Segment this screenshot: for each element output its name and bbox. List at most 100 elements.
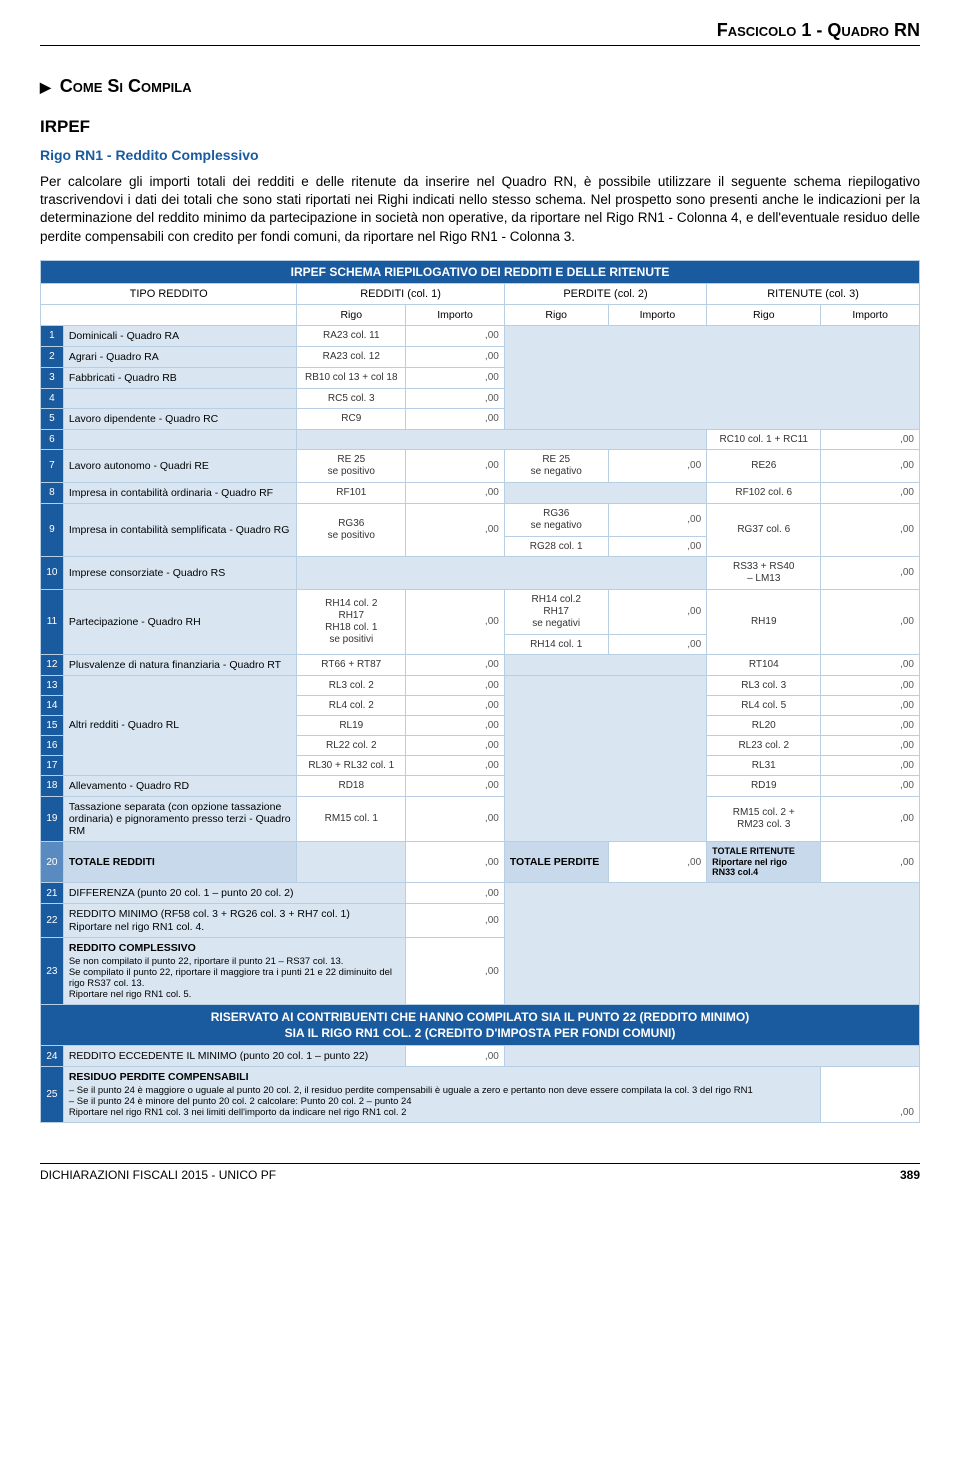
rigo-cell: RM15 col. 2 + RM23 col. 3 bbox=[707, 796, 821, 841]
row-label bbox=[63, 388, 296, 408]
table-row: 25 RESIDUO PERDITE COMPENSABILI – Se il … bbox=[41, 1067, 920, 1123]
rigo-cell: RD19 bbox=[707, 775, 821, 796]
row-label: Lavoro dipendente - Quadro RC bbox=[63, 408, 296, 429]
row-num: 3 bbox=[41, 367, 64, 388]
amount-cell: ,00 bbox=[406, 675, 505, 695]
rigo-cell: RG36 se negativo bbox=[504, 503, 608, 536]
rigo-cell: RG36 se positivo bbox=[297, 503, 406, 556]
rigo-cell: RD18 bbox=[297, 775, 406, 796]
table-row: 9 Impresa in contabilità semplificata - … bbox=[41, 503, 920, 536]
empty-cell bbox=[504, 1046, 919, 1067]
amount-cell: ,00 bbox=[821, 715, 920, 735]
rigo-cell: RC5 col. 3 bbox=[297, 388, 406, 408]
row-label: Partecipazione - Quadro RH bbox=[63, 589, 296, 654]
row-label: REDDITO MINIMO (RF58 col. 3 + RG26 col. … bbox=[63, 904, 405, 938]
row-label bbox=[63, 429, 296, 449]
table-row: 12 Plusvalenze di natura finanziaria - Q… bbox=[41, 654, 920, 675]
row-label: Lavoro autonomo - Quadri RE bbox=[63, 449, 296, 482]
amount-cell: ,00 bbox=[406, 408, 505, 429]
table-row: 24 REDDITO ECCEDENTE IL MINIMO (punto 20… bbox=[41, 1046, 920, 1067]
r25-title: RESIDUO PERDITE COMPENSABILI bbox=[69, 1071, 249, 1083]
row-num: 22 bbox=[41, 904, 64, 938]
row-num: 9 bbox=[41, 503, 64, 556]
hdr-perdite: PERDITE (col. 2) bbox=[504, 283, 706, 304]
total-ritenute-label: TOTALE RITENUTE Riportare nel rigo RN33 … bbox=[707, 841, 821, 882]
row-num: 5 bbox=[41, 408, 64, 429]
rigo-cell: RT104 bbox=[707, 654, 821, 675]
amount-cell: ,00 bbox=[406, 503, 505, 556]
amount-cell: ,00 bbox=[821, 429, 920, 449]
r23-title: REDDITO COMPLESSIVO bbox=[69, 942, 196, 954]
page-header: Fascicolo 1 - Quadro RN bbox=[40, 20, 920, 46]
rigo-cell: RB10 col 13 + col 18 bbox=[297, 367, 406, 388]
empty-block bbox=[504, 325, 919, 429]
amount-cell: ,00 bbox=[608, 536, 707, 556]
rigo-cell: RL22 col. 2 bbox=[297, 735, 406, 755]
row-num: 4 bbox=[41, 388, 64, 408]
rigo-cell: RM15 col. 1 bbox=[297, 796, 406, 841]
row-label: Impresa in contabilità semplificata - Qu… bbox=[63, 503, 296, 556]
row-num: 21 bbox=[41, 883, 64, 904]
row-num: 12 bbox=[41, 654, 64, 675]
amount-cell: ,00 bbox=[406, 589, 505, 654]
amount-cell: ,00 bbox=[608, 449, 707, 482]
amount-cell: ,00 bbox=[406, 715, 505, 735]
row-label: Agrari - Quadro RA bbox=[63, 346, 296, 367]
section-title-text: Come Si Compila bbox=[60, 76, 192, 96]
row-label: REDDITO ECCEDENTE IL MINIMO (punto 20 co… bbox=[63, 1046, 405, 1067]
amount-cell: ,00 bbox=[821, 482, 920, 503]
table-row: 18 Allevamento - Quadro RD RD18 ,00 RD19… bbox=[41, 775, 920, 796]
table-header-row: TIPO REDDITO REDDITI (col. 1) PERDITE (c… bbox=[41, 283, 920, 304]
rigo-cell: RF101 bbox=[297, 482, 406, 503]
rigo-cell: RA23 col. 12 bbox=[297, 346, 406, 367]
rigo-cell: RL23 col. 2 bbox=[707, 735, 821, 755]
row-num: 24 bbox=[41, 1046, 64, 1067]
amount-cell: ,00 bbox=[608, 503, 707, 536]
hdr-ritenute: RITENUTE (col. 3) bbox=[707, 283, 920, 304]
table-row: 6 RC10 col. 1 + RC11 ,00 bbox=[41, 429, 920, 449]
amount-cell: ,00 bbox=[821, 589, 920, 654]
footer-page-number: 389 bbox=[900, 1168, 920, 1182]
amount-cell: ,00 bbox=[821, 695, 920, 715]
rigo-cell: RC10 col. 1 + RC11 bbox=[707, 429, 821, 449]
row-num: 16 bbox=[41, 735, 64, 755]
empty-cell bbox=[41, 304, 297, 325]
row-num: 25 bbox=[41, 1067, 64, 1123]
table-row: 7 Lavoro autonomo - Quadri RE RE 25 se p… bbox=[41, 449, 920, 482]
empty-cell bbox=[297, 841, 406, 882]
row-num: 14 bbox=[41, 695, 64, 715]
row-label: Dominicali - Quadro RA bbox=[63, 325, 296, 346]
amount-cell: ,00 bbox=[406, 482, 505, 503]
rigo-cell: RC9 bbox=[297, 408, 406, 429]
row-label: Fabbricati - Quadro RB bbox=[63, 367, 296, 388]
row-label: RESIDUO PERDITE COMPENSABILI – Se il pun… bbox=[63, 1067, 820, 1123]
rigo-cell: RL30 + RL32 col. 1 bbox=[297, 755, 406, 775]
row-label: TOTALE REDDITI bbox=[63, 841, 296, 882]
row-num: 1 bbox=[41, 325, 64, 346]
table-row: 8 Impresa in contabilità ordinaria - Qua… bbox=[41, 482, 920, 503]
amount-cell: ,00 bbox=[406, 775, 505, 796]
empty-cell bbox=[297, 556, 707, 589]
amount-cell: ,00 bbox=[406, 346, 505, 367]
table-row: 11 Partecipazione - Quadro RH RH14 col. … bbox=[41, 589, 920, 634]
amount-cell: ,00 bbox=[406, 654, 505, 675]
page-footer: Dichiarazioni Fiscali 2015 - Unico PF 38… bbox=[40, 1163, 920, 1182]
rigo-cell: RL19 bbox=[297, 715, 406, 735]
amount-cell: ,00 bbox=[406, 841, 505, 882]
rigo-cell: RG28 col. 1 bbox=[504, 536, 608, 556]
row-num: 11 bbox=[41, 589, 64, 654]
hdr-redditi: REDDITI (col. 1) bbox=[297, 283, 505, 304]
amount-cell: ,00 bbox=[821, 841, 920, 882]
r25-sub: – Se il punto 24 è maggiore o uguale al … bbox=[69, 1085, 815, 1118]
amount-cell: ,00 bbox=[406, 735, 505, 755]
sub-importo: Importo bbox=[406, 304, 505, 325]
amount-cell: ,00 bbox=[406, 796, 505, 841]
rigo-cell: RL3 col. 3 bbox=[707, 675, 821, 695]
empty-cell bbox=[504, 654, 706, 675]
rigo-cell: RE 25 se positivo bbox=[297, 449, 406, 482]
row-label: Imprese consorziate - Quadro RS bbox=[63, 556, 296, 589]
r23-sub: Se non compilato il punto 22, riportare … bbox=[69, 956, 400, 1000]
sub-rigo: Rigo bbox=[297, 304, 406, 325]
amount-cell: ,00 bbox=[821, 503, 920, 556]
rigo-heading: Rigo RN1 - Reddito Complessivo bbox=[40, 147, 920, 163]
